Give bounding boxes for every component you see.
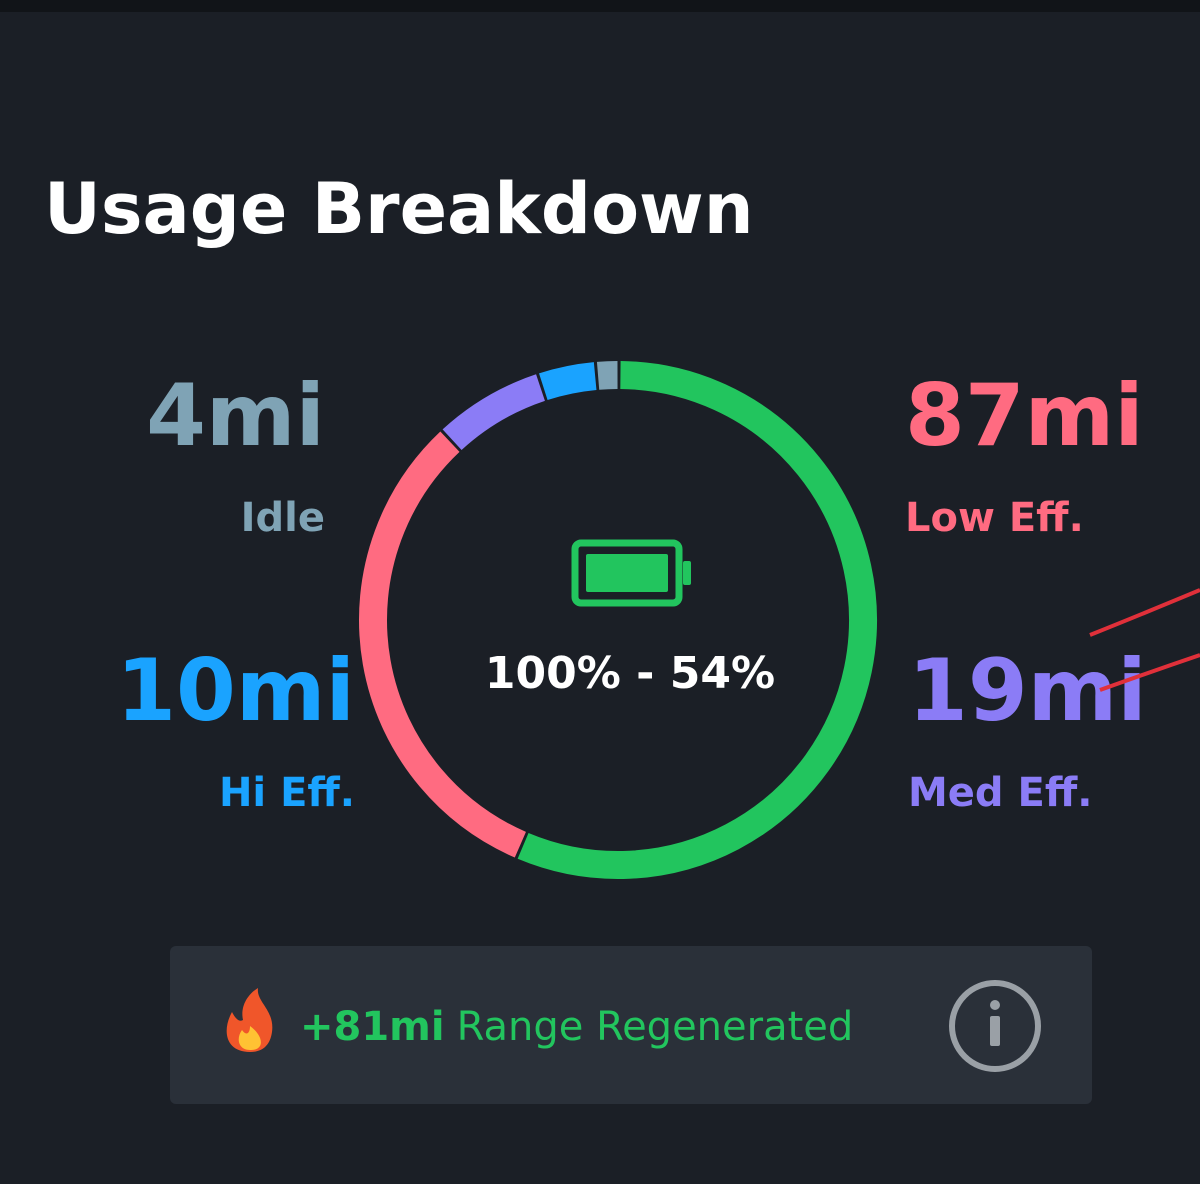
flame-icon — [226, 988, 273, 1052]
regen-card — [170, 946, 1092, 1104]
regen-value: +81mi — [300, 1004, 445, 1050]
ring-segment — [359, 431, 526, 858]
top-bar — [0, 0, 1200, 12]
info-button[interactable] — [949, 980, 1041, 1072]
battery-range: 100% - 54% — [485, 648, 775, 699]
stat-value: 87mi — [905, 366, 1144, 466]
ring-segment — [596, 361, 618, 390]
regen-label: Range Regenerated — [457, 1004, 854, 1050]
battery-icon — [571, 539, 691, 607]
stat-value: 4mi — [146, 366, 325, 466]
regen-text: +81mi Range Regenerated — [300, 1004, 853, 1050]
stats: 4mi Idle 10mi Hi Eff. 87mi Low Eff. 19mi Med Ef… — [116, 366, 1147, 816]
stat-label: Hi Eff. — [219, 770, 355, 816]
ring-segment — [539, 362, 597, 401]
battery-fill — [586, 554, 668, 592]
stat-value: 10mi — [116, 641, 355, 741]
pen-scribble — [1089, 588, 1200, 637]
stat-label: Med Eff. — [908, 770, 1092, 816]
battery-tip — [683, 561, 691, 585]
pen-scribble — [1099, 653, 1200, 692]
battery-body — [571, 539, 683, 607]
title: Usage Breakdown — [44, 168, 754, 250]
ring-segment — [517, 361, 877, 879]
ring-segment — [442, 374, 546, 451]
stat-label: Idle — [241, 495, 325, 541]
donut — [359, 361, 877, 879]
stat-value: 19mi — [908, 641, 1147, 741]
stat-label: Low Eff. — [905, 495, 1084, 541]
